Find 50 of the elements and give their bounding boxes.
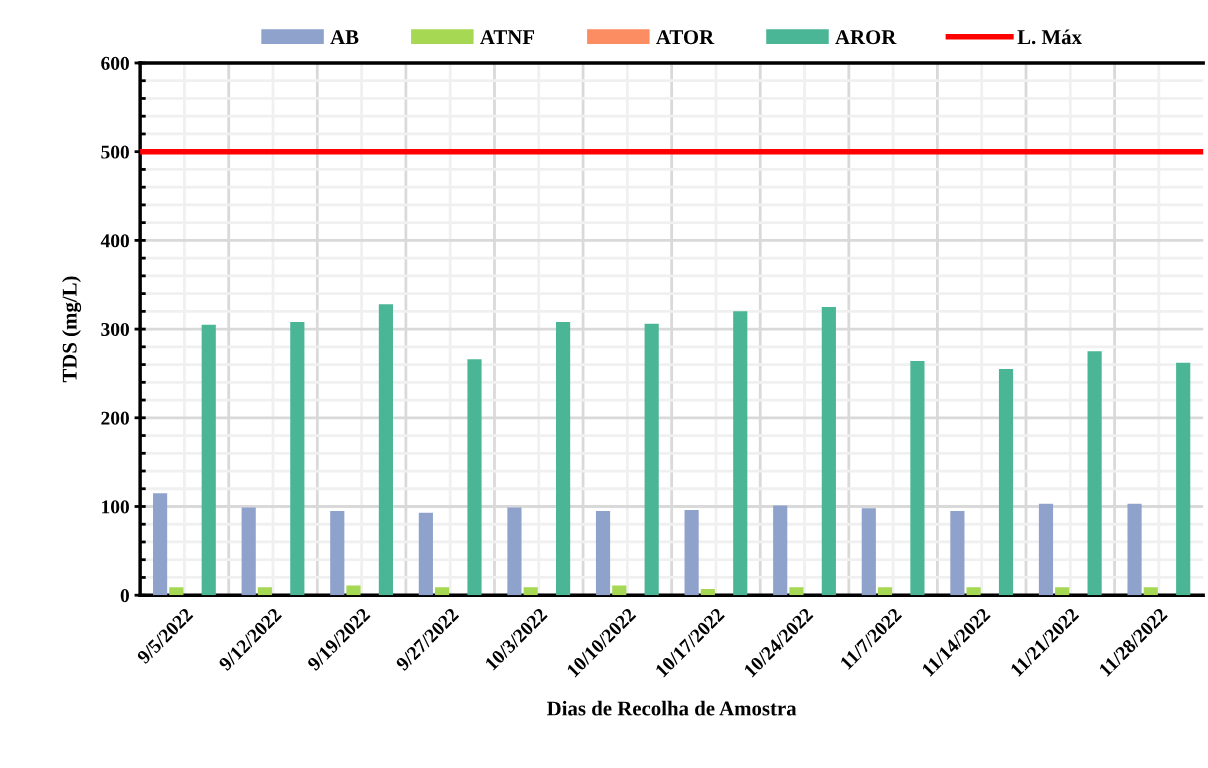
bar [595, 510, 611, 596]
y-tick-label: 400 [100, 234, 129, 248]
bar [644, 323, 659, 596]
bar [418, 512, 433, 596]
y-tick-label: 200 [101, 411, 129, 425]
bar [1176, 362, 1191, 596]
bar [467, 359, 482, 596]
legend-label: ATNF [480, 30, 535, 44]
bar [290, 321, 305, 596]
y-tick-label: 100 [102, 500, 129, 514]
bar [201, 324, 216, 596]
bar [877, 587, 893, 596]
x-axis-title: Dias de Recolha de Amostra [547, 700, 797, 716]
bar [966, 587, 981, 596]
legend-label: ATOR [656, 30, 715, 45]
bar [700, 588, 715, 596]
y-tick-label: 600 [101, 56, 129, 70]
bar [1127, 503, 1142, 596]
bar [507, 507, 522, 596]
bar [789, 587, 804, 596]
bar [998, 369, 1014, 596]
bar [346, 585, 361, 596]
bar [434, 587, 450, 596]
bar [257, 587, 272, 596]
bar [378, 304, 393, 596]
bar [556, 321, 571, 596]
y-axis-title: TDS (mg/L) [62, 276, 82, 383]
y-tick-label: 500 [101, 145, 129, 159]
legend-label: L. Máx [1017, 29, 1082, 45]
bar [612, 585, 627, 596]
bar [330, 510, 345, 596]
bar [1087, 351, 1102, 596]
bar [773, 505, 788, 596]
bar [910, 361, 925, 596]
legend-label: AROR [835, 30, 897, 45]
bar [169, 587, 184, 596]
legend-label: AB [330, 30, 359, 45]
bar [861, 508, 876, 596]
bar [1055, 587, 1070, 596]
bar [733, 311, 748, 596]
bar [153, 493, 168, 596]
y-tick-label: 0 [120, 589, 129, 603]
bar [684, 510, 699, 596]
bar [950, 510, 965, 596]
bar [241, 507, 256, 596]
y-tick-label: 300 [101, 322, 129, 337]
bar [523, 587, 538, 596]
bar [1038, 503, 1054, 596]
bar [1143, 587, 1158, 596]
bar [821, 306, 836, 596]
